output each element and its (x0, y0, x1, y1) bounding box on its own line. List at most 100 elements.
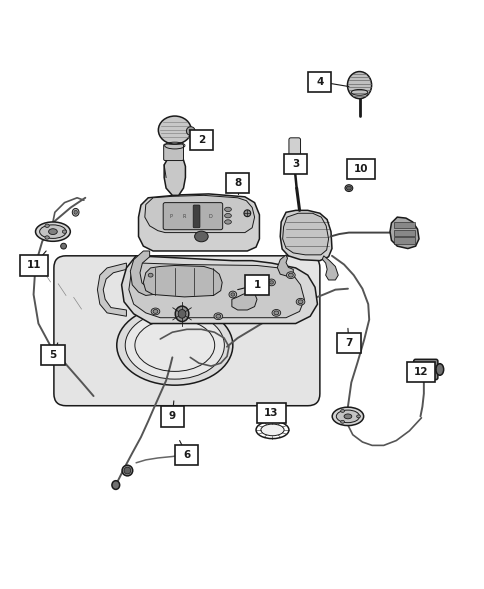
Ellipse shape (158, 116, 191, 144)
FancyBboxPatch shape (346, 158, 374, 179)
Polygon shape (322, 256, 337, 280)
Ellipse shape (340, 421, 344, 423)
Text: D: D (208, 214, 212, 219)
Ellipse shape (194, 231, 208, 242)
Ellipse shape (335, 410, 359, 423)
FancyBboxPatch shape (245, 274, 268, 295)
Polygon shape (282, 213, 328, 255)
Ellipse shape (39, 259, 42, 263)
FancyBboxPatch shape (308, 71, 331, 92)
FancyBboxPatch shape (393, 230, 414, 236)
FancyBboxPatch shape (407, 362, 435, 382)
Ellipse shape (298, 300, 302, 304)
Ellipse shape (125, 312, 224, 379)
FancyBboxPatch shape (19, 255, 47, 276)
Ellipse shape (178, 309, 185, 318)
FancyBboxPatch shape (54, 256, 319, 406)
FancyBboxPatch shape (288, 138, 300, 156)
Polygon shape (143, 266, 222, 297)
Ellipse shape (122, 465, 133, 476)
Ellipse shape (186, 127, 195, 135)
Text: 8: 8 (234, 178, 241, 188)
Ellipse shape (37, 257, 44, 264)
Text: 5: 5 (49, 350, 57, 360)
Text: 7: 7 (345, 338, 352, 348)
Text: 2: 2 (197, 135, 205, 145)
FancyBboxPatch shape (284, 154, 307, 174)
Polygon shape (130, 251, 153, 296)
Ellipse shape (344, 185, 352, 191)
Ellipse shape (175, 306, 188, 322)
Ellipse shape (224, 220, 231, 224)
Ellipse shape (347, 71, 371, 98)
Text: 4: 4 (316, 77, 323, 87)
Ellipse shape (346, 186, 350, 190)
Text: N: N (195, 214, 198, 219)
Text: 13: 13 (264, 408, 278, 418)
Text: P: P (169, 214, 172, 219)
Ellipse shape (224, 213, 231, 218)
Ellipse shape (288, 273, 293, 277)
FancyBboxPatch shape (257, 403, 285, 423)
Ellipse shape (224, 207, 231, 211)
Ellipse shape (243, 210, 250, 217)
Ellipse shape (35, 222, 70, 241)
Polygon shape (145, 196, 254, 233)
Ellipse shape (296, 299, 304, 305)
FancyBboxPatch shape (160, 406, 183, 426)
Ellipse shape (255, 289, 258, 292)
Text: R: R (182, 214, 185, 219)
Ellipse shape (74, 210, 77, 214)
Polygon shape (389, 217, 418, 249)
Ellipse shape (272, 309, 280, 316)
Ellipse shape (45, 224, 49, 227)
Ellipse shape (124, 467, 131, 474)
FancyBboxPatch shape (226, 173, 249, 193)
Ellipse shape (48, 229, 57, 234)
FancyBboxPatch shape (336, 333, 360, 353)
Text: 10: 10 (353, 164, 367, 174)
Ellipse shape (340, 409, 344, 412)
Polygon shape (121, 256, 317, 323)
Ellipse shape (146, 272, 155, 279)
Polygon shape (164, 157, 185, 196)
Ellipse shape (228, 291, 236, 298)
Ellipse shape (253, 287, 260, 294)
FancyBboxPatch shape (393, 222, 414, 229)
FancyBboxPatch shape (41, 345, 64, 365)
Ellipse shape (230, 293, 234, 296)
FancyBboxPatch shape (163, 144, 183, 161)
Polygon shape (138, 194, 259, 251)
Ellipse shape (260, 424, 284, 436)
Ellipse shape (267, 279, 275, 286)
Ellipse shape (45, 236, 49, 239)
Polygon shape (231, 292, 257, 310)
FancyBboxPatch shape (175, 445, 198, 465)
Ellipse shape (269, 281, 273, 284)
Text: 11: 11 (26, 260, 41, 270)
Ellipse shape (213, 313, 222, 320)
FancyBboxPatch shape (189, 130, 212, 150)
Ellipse shape (286, 272, 295, 279)
Text: 6: 6 (183, 450, 190, 460)
Ellipse shape (60, 243, 66, 249)
Text: 1: 1 (253, 280, 260, 290)
Polygon shape (277, 255, 293, 276)
Ellipse shape (435, 363, 443, 375)
FancyBboxPatch shape (193, 205, 199, 228)
Ellipse shape (273, 311, 278, 315)
Text: 9: 9 (168, 411, 176, 421)
Polygon shape (97, 263, 126, 316)
Text: 12: 12 (413, 367, 428, 377)
Ellipse shape (40, 225, 66, 239)
Ellipse shape (112, 481, 120, 489)
Text: 3: 3 (291, 159, 299, 169)
Ellipse shape (148, 273, 153, 277)
Polygon shape (129, 263, 304, 317)
Ellipse shape (356, 415, 360, 418)
FancyBboxPatch shape (413, 359, 437, 380)
Ellipse shape (72, 209, 79, 216)
Polygon shape (280, 210, 331, 261)
Ellipse shape (332, 407, 363, 426)
FancyBboxPatch shape (393, 237, 414, 244)
